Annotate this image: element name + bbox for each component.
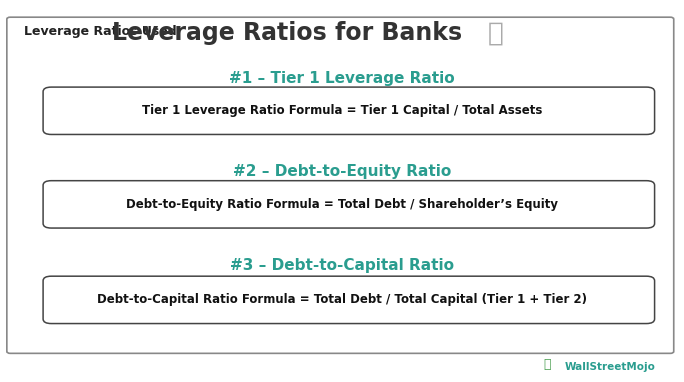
FancyBboxPatch shape [43, 276, 655, 324]
Text: #3 – Debt-to-Capital Ratio: #3 – Debt-to-Capital Ratio [230, 258, 454, 273]
FancyBboxPatch shape [43, 181, 655, 228]
Text: 🏛: 🏛 [488, 21, 504, 47]
Text: Debt-to-Capital Ratio Formula = Total Debt / Total Capital (Tier 1 + Tier 2): Debt-to-Capital Ratio Formula = Total De… [97, 293, 587, 306]
Text: #2 – Debt-to-Equity Ratio: #2 – Debt-to-Equity Ratio [233, 164, 451, 179]
Text: #1 – Tier 1 Leverage Ratio: #1 – Tier 1 Leverage Ratio [229, 71, 455, 86]
Text: Tier 1 Leverage Ratio Formula = Tier 1 Capital / Total Assets: Tier 1 Leverage Ratio Formula = Tier 1 C… [142, 104, 542, 117]
FancyBboxPatch shape [43, 87, 655, 134]
Text: 🧑: 🧑 [544, 358, 551, 371]
Text: Leverage Ratios Used: Leverage Ratios Used [24, 25, 176, 38]
Text: Debt-to-Equity Ratio Formula = Total Debt / Shareholder’s Equity: Debt-to-Equity Ratio Formula = Total Deb… [126, 198, 558, 211]
FancyBboxPatch shape [7, 17, 674, 353]
Text: WallStreetMojo: WallStreetMojo [564, 363, 655, 372]
Text: Leverage Ratios for Banks: Leverage Ratios for Banks [112, 21, 462, 45]
